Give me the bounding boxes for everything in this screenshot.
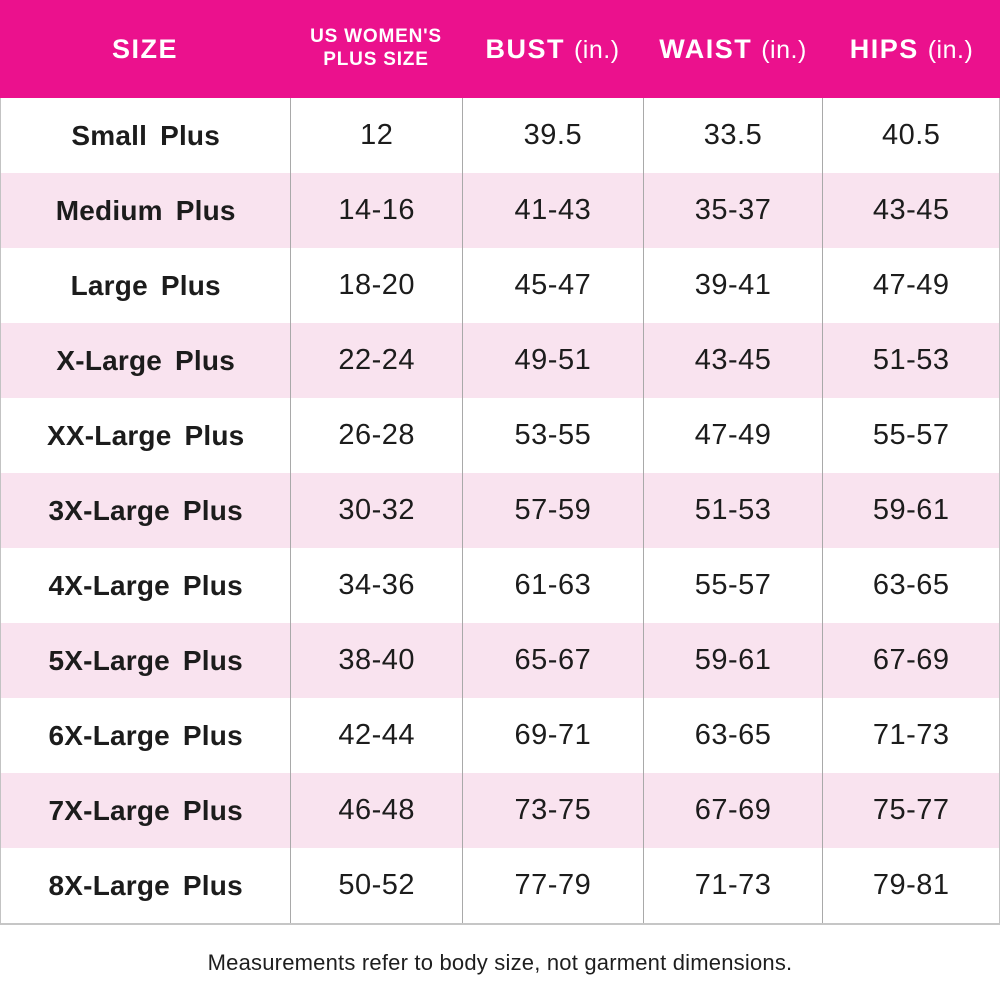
cell-us-plus-size: 22-24: [290, 323, 462, 398]
cell-size-name: 4X-Large Plus: [48, 569, 243, 601]
cell-hips: 47-49: [822, 248, 999, 323]
cell-bust: 45-47: [462, 248, 643, 323]
table-row: Medium Plus 14-16 41-43 35-37 43-45: [1, 173, 999, 248]
cell-hips: 40.5: [822, 98, 999, 173]
cell-waist: 33.5: [642, 98, 823, 173]
cell-size-name: 5X-Large Plus: [48, 644, 243, 676]
cell-hips: 43-45: [822, 173, 999, 248]
cell-bust: 65-67: [462, 623, 643, 698]
cell-bust: 57-59: [462, 473, 643, 548]
table-row: 3X-Large Plus 30-32 57-59 51-53 59-61: [1, 473, 999, 548]
footer: Measurements refer to body size, not gar…: [0, 925, 1000, 1000]
header-waist-label: WAIST: [659, 33, 753, 64]
cell-us-plus-size: 42-44: [290, 698, 462, 773]
cell-bust: 39.5: [462, 98, 643, 173]
cell-bust: 49-51: [462, 323, 643, 398]
cell-size-name: Medium Plus: [55, 194, 236, 226]
header-hips: HIPS (in.): [823, 0, 1000, 98]
cell-bust: 73-75: [462, 773, 643, 848]
cell-hips: 55-57: [822, 398, 999, 473]
cell-bust: 53-55: [462, 398, 643, 473]
cell-size-name: X-Large Plus: [56, 344, 235, 376]
cell-size-name: XX-Large Plus: [46, 419, 245, 451]
cell-waist: 71-73: [642, 848, 823, 923]
cell-us-plus-size: 50-52: [290, 848, 462, 923]
cell-hips: 59-61: [822, 473, 999, 548]
cell-us-plus-size: 30-32: [290, 473, 462, 548]
cell-hips: 51-53: [822, 323, 999, 398]
header-size-label: SIZE: [111, 33, 178, 64]
cell-waist: 35-37: [642, 173, 823, 248]
table-row: 4X-Large Plus 34-36 61-63 55-57 63-65: [1, 548, 999, 623]
header-hips-label: HIPS: [849, 33, 919, 64]
table-row: Large Plus 18-20 45-47 39-41 47-49: [1, 248, 999, 323]
table-row: 8X-Large Plus 50-52 77-79 71-73 79-81: [1, 848, 999, 923]
cell-hips: 71-73: [822, 698, 999, 773]
header-us-womens-label-line1: US WOMEN'S: [310, 26, 442, 48]
cell-us-plus-size: 38-40: [290, 623, 462, 698]
cell-waist: 55-57: [642, 548, 823, 623]
table-header-row: SIZE US WOMEN'S PLUS SIZE BUST (in.) WAI…: [0, 0, 1000, 98]
table-body: Small Plus 12 39.5 33.5 40.5 Medium Plus…: [0, 98, 1000, 925]
table-row: 5X-Large Plus 38-40 65-67 59-61 67-69: [1, 623, 999, 698]
header-size: SIZE: [0, 0, 290, 98]
cell-bust: 69-71: [462, 698, 643, 773]
header-bust-unit: (in.): [573, 35, 620, 64]
cell-size-name: 3X-Large Plus: [48, 494, 243, 526]
cell-us-plus-size: 46-48: [290, 773, 462, 848]
cell-us-plus-size: 12: [290, 98, 462, 173]
cell-waist: 67-69: [642, 773, 823, 848]
cell-hips: 75-77: [822, 773, 999, 848]
cell-size-name: 7X-Large Plus: [48, 794, 243, 826]
header-waist: WAIST (in.): [643, 0, 823, 98]
cell-us-plus-size: 18-20: [290, 248, 462, 323]
cell-waist: 47-49: [642, 398, 823, 473]
table-row: Small Plus 12 39.5 33.5 40.5: [1, 98, 999, 173]
cell-size-name: 8X-Large Plus: [48, 869, 243, 901]
table-row: XX-Large Plus 26-28 53-55 47-49 55-57: [1, 398, 999, 473]
header-us-womens-label-line2: PLUS SIZE: [323, 49, 429, 70]
cell-hips: 79-81: [822, 848, 999, 923]
header-bust: BUST (in.): [462, 0, 643, 98]
cell-size-name: Small Plus: [71, 119, 221, 151]
cell-waist: 39-41: [642, 248, 823, 323]
cell-hips: 63-65: [822, 548, 999, 623]
header-waist-unit: (in.): [761, 35, 807, 64]
measurement-note: Measurements refer to body size, not gar…: [207, 949, 793, 975]
cell-bust: 77-79: [462, 848, 643, 923]
table-row: 7X-Large Plus 46-48 73-75 67-69 75-77: [1, 773, 999, 848]
cell-size-name: Large Plus: [70, 269, 221, 301]
cell-hips: 67-69: [822, 623, 999, 698]
cell-waist: 63-65: [642, 698, 823, 773]
cell-us-plus-size: 14-16: [290, 173, 462, 248]
header-bust-label: BUST: [485, 33, 565, 64]
cell-bust: 41-43: [462, 173, 643, 248]
cell-bust: 61-63: [462, 548, 643, 623]
header-us-womens-plus-size: US WOMEN'S PLUS SIZE: [290, 0, 462, 98]
cell-us-plus-size: 26-28: [290, 398, 462, 473]
table-row: X-Large Plus 22-24 49-51 43-45 51-53: [1, 323, 999, 398]
cell-waist: 59-61: [642, 623, 823, 698]
cell-waist: 51-53: [642, 473, 823, 548]
header-hips-unit: (in.): [927, 35, 974, 64]
cell-waist: 43-45: [642, 323, 823, 398]
cell-us-plus-size: 34-36: [290, 548, 462, 623]
table-row: 6X-Large Plus 42-44 69-71 63-65 71-73: [1, 698, 999, 773]
cell-size-name: 6X-Large Plus: [48, 719, 243, 751]
